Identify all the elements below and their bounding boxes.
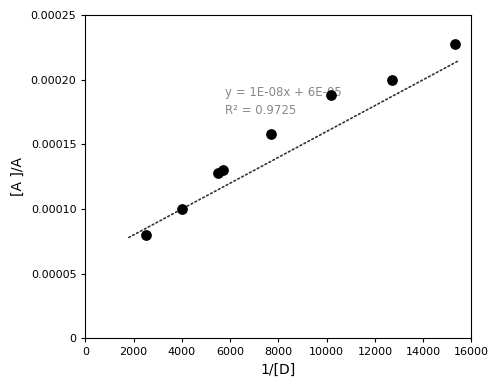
Point — [214, 170, 222, 176]
Point — [450, 40, 458, 47]
Point — [178, 206, 186, 212]
Point — [388, 77, 396, 83]
Point — [219, 167, 227, 173]
Y-axis label: [A ]/A: [A ]/A — [11, 157, 25, 196]
Text: y = 1E-08x + 6E-05
R² = 0.9725: y = 1E-08x + 6E-05 R² = 0.9725 — [226, 86, 342, 117]
X-axis label: 1/[D]: 1/[D] — [261, 363, 296, 377]
Point — [267, 131, 275, 137]
Point — [328, 92, 336, 99]
Point — [142, 232, 150, 238]
